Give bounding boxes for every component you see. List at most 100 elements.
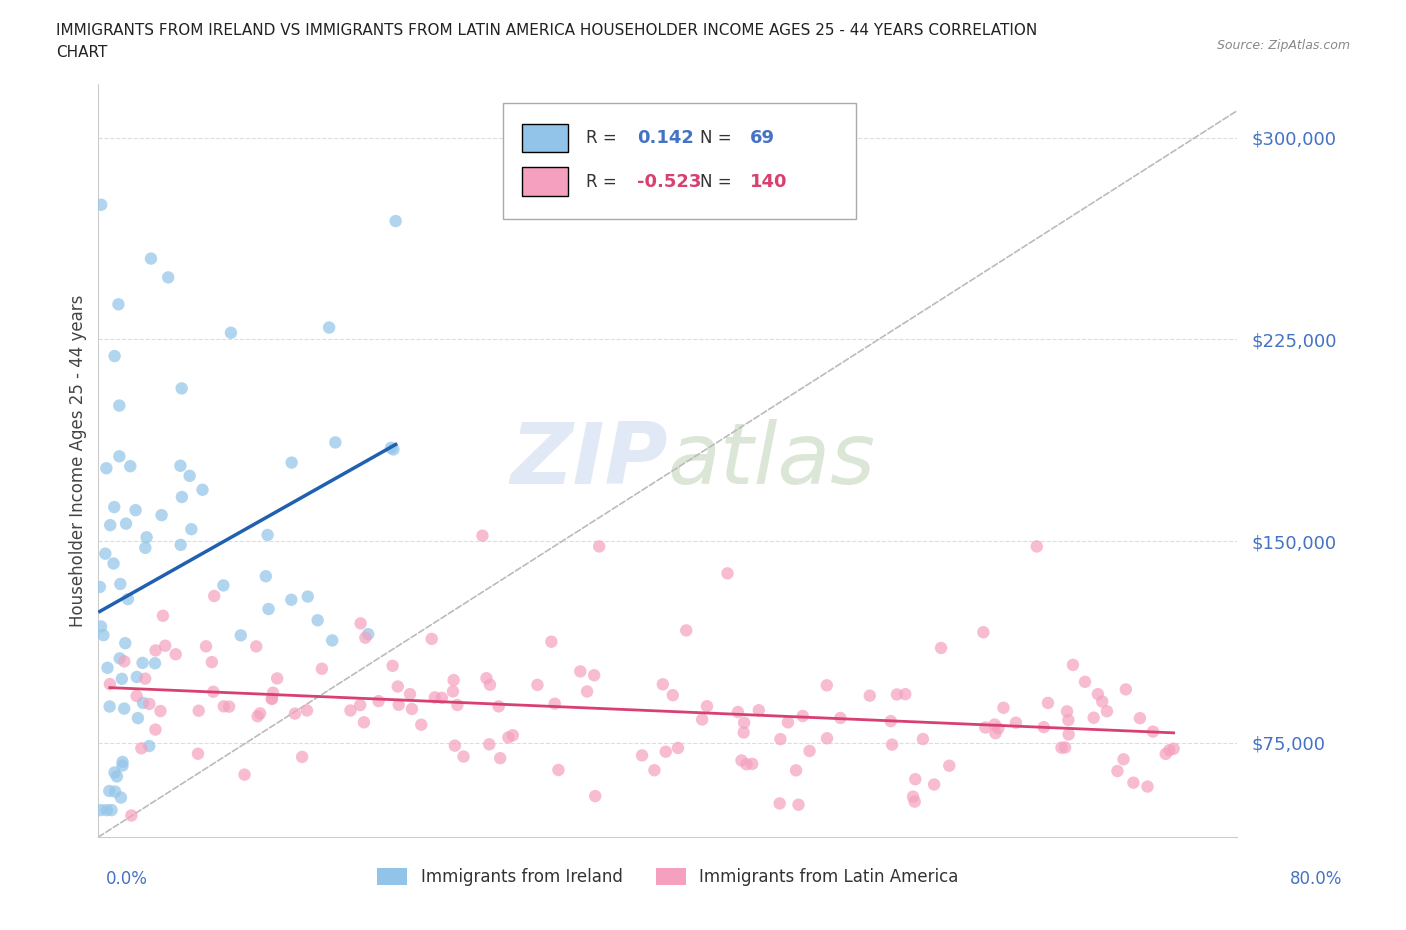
Point: [318, 320, 340, 335]
Point: [266, 671, 288, 685]
Point: [1136, 779, 1159, 794]
Point: [246, 709, 269, 724]
Point: [382, 442, 405, 457]
Point: [479, 677, 502, 692]
Point: [367, 694, 389, 709]
Point: [103, 499, 125, 514]
Point: [1087, 686, 1109, 701]
Text: 0.0%: 0.0%: [105, 870, 148, 888]
Point: [280, 455, 302, 470]
Point: [110, 577, 132, 591]
Point: [90, 619, 112, 634]
Point: [399, 686, 422, 701]
Point: [815, 731, 838, 746]
Point: [170, 381, 193, 396]
Point: [170, 489, 193, 504]
Point: [94, 546, 117, 561]
Point: [111, 671, 134, 686]
Point: [498, 730, 520, 745]
Point: [201, 655, 224, 670]
Point: [475, 671, 498, 685]
Point: [815, 678, 838, 693]
Point: [131, 741, 153, 756]
Point: [741, 756, 763, 771]
Text: Source: ZipAtlas.com: Source: ZipAtlas.com: [1216, 39, 1350, 52]
Point: [904, 772, 927, 787]
Point: [785, 763, 807, 777]
Point: [1112, 751, 1135, 766]
Point: [245, 639, 267, 654]
Point: [1074, 674, 1097, 689]
Point: [441, 684, 464, 698]
Point: [155, 638, 177, 653]
Point: [1054, 740, 1077, 755]
Point: [787, 797, 810, 812]
Point: [583, 789, 606, 804]
Point: [138, 738, 160, 753]
Point: [117, 591, 139, 606]
Text: -0.523: -0.523: [637, 173, 702, 191]
Point: [284, 706, 307, 721]
Point: [191, 483, 214, 498]
Point: [776, 715, 799, 730]
Point: [929, 641, 952, 656]
Point: [179, 469, 201, 484]
Point: [139, 251, 162, 266]
Point: [325, 435, 347, 450]
Point: [105, 769, 128, 784]
Text: ZIP: ZIP: [510, 418, 668, 502]
Point: [112, 654, 135, 669]
Point: [911, 732, 934, 747]
Point: [280, 592, 302, 607]
Point: [98, 699, 121, 714]
Point: [547, 763, 569, 777]
Point: [125, 670, 148, 684]
Point: [1083, 711, 1105, 725]
Point: [98, 518, 121, 533]
Point: [120, 458, 142, 473]
Point: [187, 703, 209, 718]
Point: [353, 715, 375, 730]
Point: [420, 631, 443, 646]
Text: 69: 69: [749, 129, 775, 147]
Point: [894, 686, 917, 701]
Text: IMMIGRANTS FROM IRELAND VS IMMIGRANTS FROM LATIN AMERICA HOUSEHOLDER INCOME AGES: IMMIGRANTS FROM IRELAND VS IMMIGRANTS FR…: [56, 23, 1038, 38]
Point: [90, 197, 112, 212]
Point: [132, 696, 155, 711]
Point: [233, 767, 256, 782]
Point: [180, 522, 202, 537]
Point: [544, 697, 567, 711]
Point: [98, 783, 121, 798]
Point: [922, 777, 945, 792]
Point: [145, 643, 167, 658]
Point: [502, 728, 524, 743]
Point: [880, 713, 903, 728]
Point: [423, 690, 446, 705]
Point: [696, 698, 718, 713]
Point: [471, 528, 494, 543]
Point: [1129, 711, 1152, 725]
Point: [143, 656, 166, 671]
Point: [769, 732, 792, 747]
Point: [111, 754, 134, 769]
Point: [730, 753, 752, 768]
Text: 140: 140: [749, 173, 787, 191]
Point: [124, 503, 146, 518]
Text: atlas: atlas: [668, 418, 876, 502]
FancyBboxPatch shape: [503, 102, 856, 219]
Point: [104, 784, 127, 799]
Point: [357, 627, 380, 642]
Point: [212, 578, 235, 592]
Text: N =: N =: [700, 173, 737, 191]
Point: [1107, 764, 1129, 778]
Point: [380, 441, 402, 456]
Point: [115, 516, 138, 531]
Point: [291, 750, 314, 764]
Point: [125, 688, 148, 703]
Point: [150, 508, 173, 523]
Legend: Immigrants from Ireland, Immigrants from Latin America: Immigrants from Ireland, Immigrants from…: [371, 861, 965, 893]
Point: [354, 631, 377, 645]
Point: [218, 699, 240, 714]
Point: [100, 803, 122, 817]
Point: [769, 796, 792, 811]
